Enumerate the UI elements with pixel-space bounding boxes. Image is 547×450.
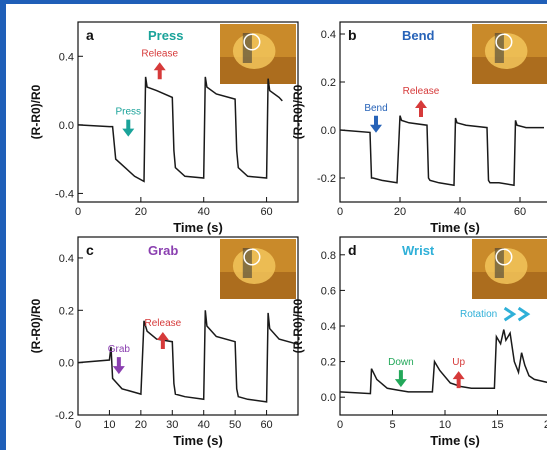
y-tick-label: 0.2 (59, 305, 74, 317)
annotation-label: Release (141, 48, 178, 59)
panel-title: Bend (402, 28, 435, 43)
series-line (77, 76, 283, 183)
x-tick-label: 30 (166, 419, 178, 431)
rotation-chevron-icon (503, 306, 517, 322)
y-tick-label: 0.4 (321, 29, 336, 41)
figure-canvas: 0 20 40 60 -0.4 0.0 0.4 Time (s) (R-R0)/R0 a Press… (29, 21, 547, 448)
panel-title: Press (148, 28, 183, 43)
panel-c: 0 10 20 30 40 50 60 -0.2 0.0 0.2 0.4 Time (s) (R-R0)… (29, 236, 299, 448)
x-tick-label: 60 (260, 206, 272, 218)
y-tick-label: -0.2 (55, 410, 74, 422)
annotation-label: Down (388, 357, 414, 368)
x-tick-label: 5 (389, 419, 395, 431)
annotation-label: Release (403, 86, 440, 97)
y-tick-label: 0.0 (321, 125, 336, 137)
annotation-label: Bend (364, 103, 387, 114)
y-tick-label: 0.0 (321, 392, 336, 404)
plot-area (339, 21, 547, 203)
x-tick-label: 60 (260, 419, 272, 431)
y-tick-label: -0.2 (317, 173, 336, 185)
x-tick-label: 20 (135, 419, 147, 431)
annotation-label: Press (116, 107, 142, 118)
series-line (77, 310, 299, 403)
figure-frame: 0 20 40 60 -0.4 0.0 0.4 Time (s) (R-R0)/R0 a Press… (6, 4, 547, 450)
y-axis-label: (R-R0)/R0 (29, 298, 43, 353)
photo-glove-shape (484, 248, 528, 284)
y-tick-label: 0.8 (321, 250, 336, 262)
annotation-label: Up (452, 357, 465, 368)
x-tick-label: 0 (75, 419, 81, 431)
x-tick-label: 20 (394, 206, 406, 218)
annotation-label: Rotation (460, 309, 497, 320)
x-axis-label: Time (s) (430, 433, 480, 448)
y-tick-label: 0.0 (59, 120, 74, 132)
x-tick-label: 40 (198, 419, 210, 431)
down-arrow-icon (370, 115, 382, 133)
x-tick-label: 0 (337, 419, 343, 431)
up-arrow-icon (153, 62, 166, 80)
series-line (339, 115, 544, 187)
panel-d: 0 5 10 15 20 0.0 0.2 0.4 0.6 0.8 Time (s) (R-R0)/R0… (291, 236, 547, 448)
x-tick-label: 20 (544, 419, 547, 431)
y-axis-label: (R-R0)/R0 (291, 298, 305, 353)
y-axis-label: (R-R0)/R0 (291, 84, 305, 139)
down-arrow-icon (112, 357, 125, 375)
x-tick-label: 0 (75, 206, 81, 218)
photo-highlight-circle (243, 33, 261, 51)
y-tick-label: 0.0 (59, 358, 74, 370)
x-tick-label: 20 (135, 206, 147, 218)
panel-letter: c (86, 242, 94, 258)
x-tick-label: 0 (337, 206, 343, 218)
series-line (339, 329, 547, 395)
x-axis-label: Time (s) (173, 220, 223, 235)
panel-letter: a (86, 27, 94, 43)
x-tick-label: 60 (514, 206, 526, 218)
panel-b: 0 20 40 60 -0.2 0.0 0.2 0.4 Time (s) (R-R0)/R0 b Be… (291, 21, 547, 235)
x-axis-label: Time (s) (430, 220, 480, 235)
up-arrow-icon (415, 100, 427, 117)
panel-title: Grab (148, 243, 178, 258)
x-tick-label: 10 (439, 419, 451, 431)
y-tick-label: 0.4 (59, 253, 74, 265)
x-tick-label: 40 (454, 206, 466, 218)
plot-area (77, 236, 299, 416)
y-tick-label: 0.2 (321, 77, 336, 89)
up-arrow-icon (452, 371, 465, 389)
annotation-label: Release (145, 318, 182, 329)
y-tick-label: -0.4 (55, 188, 74, 200)
annotation-label: Grab (108, 344, 131, 355)
y-tick-label: 0.4 (321, 321, 336, 333)
y-tick-label: 0.2 (321, 357, 336, 369)
down-arrow-icon (122, 119, 135, 137)
y-tick-label: 0.6 (321, 285, 336, 297)
down-arrow-icon (394, 370, 407, 388)
y-tick-label: 0.4 (59, 51, 74, 63)
rotation-chevron-icon (517, 306, 531, 322)
x-tick-label: 15 (491, 419, 503, 431)
photo-highlight-circle (495, 33, 513, 51)
photo-highlight-circle (495, 248, 513, 266)
panel-title: Wrist (402, 243, 435, 258)
y-axis-label: (R-R0)/R0 (29, 84, 43, 139)
x-tick-label: 50 (229, 419, 241, 431)
photo-glove-shape (232, 33, 276, 69)
plot-area (77, 21, 299, 203)
photo-glove-shape (484, 33, 528, 69)
x-axis-label: Time (s) (173, 433, 223, 448)
up-arrow-icon (156, 332, 169, 349)
photo-glove-shape (232, 248, 276, 284)
panel-letter: b (348, 27, 357, 43)
x-tick-label: 40 (198, 206, 210, 218)
panel-letter: d (348, 242, 357, 258)
photo-highlight-circle (243, 248, 261, 266)
panel-a: 0 20 40 60 -0.4 0.0 0.4 Time (s) (R-R0)/R0 a Press… (29, 21, 299, 235)
x-tick-label: 10 (103, 419, 115, 431)
